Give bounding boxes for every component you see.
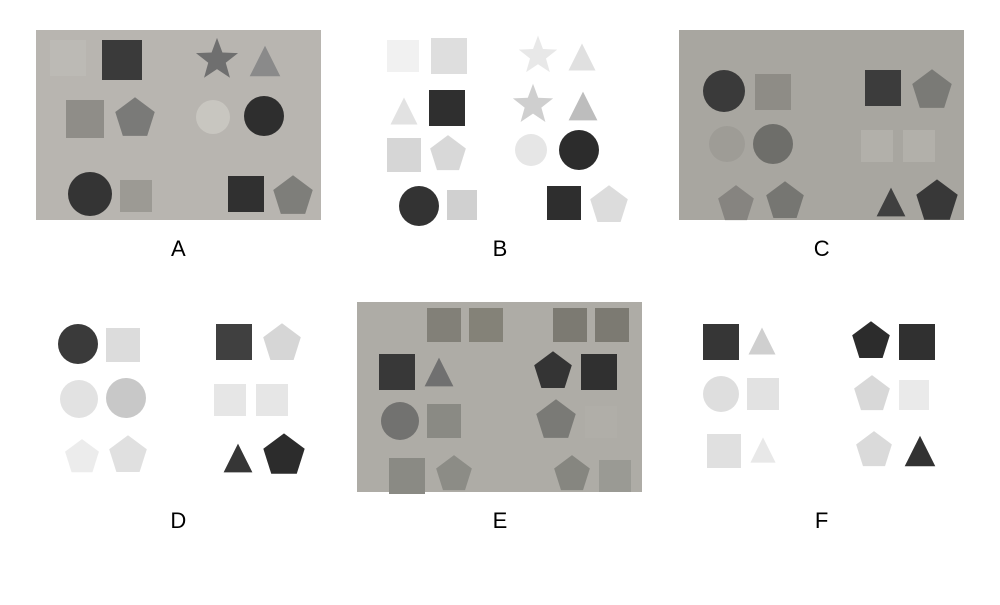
square-shape <box>50 40 86 76</box>
triangle-shape <box>567 90 599 122</box>
square-shape <box>899 324 935 360</box>
pentagon-shape <box>435 454 473 492</box>
square-shape <box>427 308 461 342</box>
circle-shape <box>196 100 230 134</box>
square-shape <box>707 434 741 468</box>
pentagon-shape <box>911 68 953 110</box>
panel-canvas <box>357 302 642 492</box>
panel-canvas <box>679 30 964 220</box>
circle-shape <box>559 130 599 170</box>
panel-canvas <box>357 30 642 220</box>
pentagon-shape <box>114 96 156 138</box>
triangle-shape <box>423 356 455 388</box>
square-shape <box>228 176 264 212</box>
square-shape <box>861 130 893 162</box>
square-shape <box>469 308 503 342</box>
pentagon-shape <box>533 350 573 390</box>
circle-shape <box>703 70 745 112</box>
panel-caption: E <box>493 508 508 534</box>
panel-caption: D <box>170 508 186 534</box>
square-shape <box>899 380 929 410</box>
circle-shape <box>106 378 146 418</box>
square-shape <box>256 384 288 416</box>
square-shape <box>703 324 739 360</box>
pentagon-shape <box>915 178 959 222</box>
square-shape <box>379 354 415 390</box>
square-shape <box>429 90 465 126</box>
triangle-shape <box>875 186 907 218</box>
triangle-shape <box>222 442 254 474</box>
star-shape <box>517 34 559 76</box>
circle-shape <box>58 324 98 364</box>
circle-shape <box>703 376 739 412</box>
pentagon-shape <box>429 134 467 172</box>
square-shape <box>216 324 252 360</box>
pentagon-shape <box>717 184 755 222</box>
triangle-shape <box>747 326 777 356</box>
square-shape <box>431 38 467 74</box>
circle-shape <box>515 134 547 166</box>
square-shape <box>553 308 587 342</box>
panel-e: E <box>357 302 644 534</box>
square-shape <box>427 404 461 438</box>
square-shape <box>585 406 617 438</box>
square-shape <box>755 74 791 110</box>
square-shape <box>66 100 104 138</box>
panel-caption: C <box>814 236 830 262</box>
panel-d: D <box>35 302 322 534</box>
triangle-shape <box>903 434 937 468</box>
square-shape <box>595 308 629 342</box>
square-shape <box>865 70 901 106</box>
star-shape <box>194 36 240 82</box>
circle-shape <box>244 96 284 136</box>
panel-caption: F <box>815 508 828 534</box>
pentagon-shape <box>108 434 148 474</box>
panel-canvas <box>36 30 321 220</box>
square-shape <box>106 328 140 362</box>
square-shape <box>747 378 779 410</box>
circle-shape <box>753 124 793 164</box>
pentagon-shape <box>853 374 891 412</box>
panel-caption: B <box>493 236 508 262</box>
star-shape <box>511 82 555 126</box>
panel-b: B <box>357 30 644 262</box>
square-shape <box>387 138 421 172</box>
panel-c: C <box>678 30 965 262</box>
panel-f: F <box>678 302 965 534</box>
circle-shape <box>399 186 439 226</box>
square-shape <box>581 354 617 390</box>
triangle-shape <box>749 436 777 464</box>
square-shape <box>599 460 631 492</box>
square-shape <box>102 40 142 80</box>
circle-shape <box>709 126 745 162</box>
pentagon-shape <box>262 432 306 476</box>
square-shape <box>903 130 935 162</box>
pentagon-shape <box>272 174 314 216</box>
pentagon-shape <box>553 454 591 492</box>
square-shape <box>214 384 246 416</box>
pentagon-shape <box>765 180 805 220</box>
triangle-shape <box>567 42 597 72</box>
pentagon-shape <box>855 430 893 468</box>
square-shape <box>387 40 419 72</box>
circle-shape <box>68 172 112 216</box>
pentagon-shape <box>535 398 577 440</box>
square-shape <box>120 180 152 212</box>
panel-canvas <box>679 302 964 492</box>
pentagon-shape <box>64 438 100 474</box>
circle-shape <box>381 402 419 440</box>
pentagon-shape <box>851 320 891 360</box>
pentagon-shape <box>262 322 302 362</box>
square-shape <box>547 186 581 220</box>
circle-shape <box>60 380 98 418</box>
square-shape <box>447 190 477 220</box>
panel-a: A <box>35 30 322 262</box>
triangle-shape <box>248 44 282 78</box>
panel-canvas <box>36 302 321 492</box>
panel-caption: A <box>171 236 186 262</box>
square-shape <box>389 458 425 494</box>
figure-grid: A B C D E F <box>35 30 965 534</box>
triangle-shape <box>389 96 419 126</box>
pentagon-shape <box>589 184 629 224</box>
